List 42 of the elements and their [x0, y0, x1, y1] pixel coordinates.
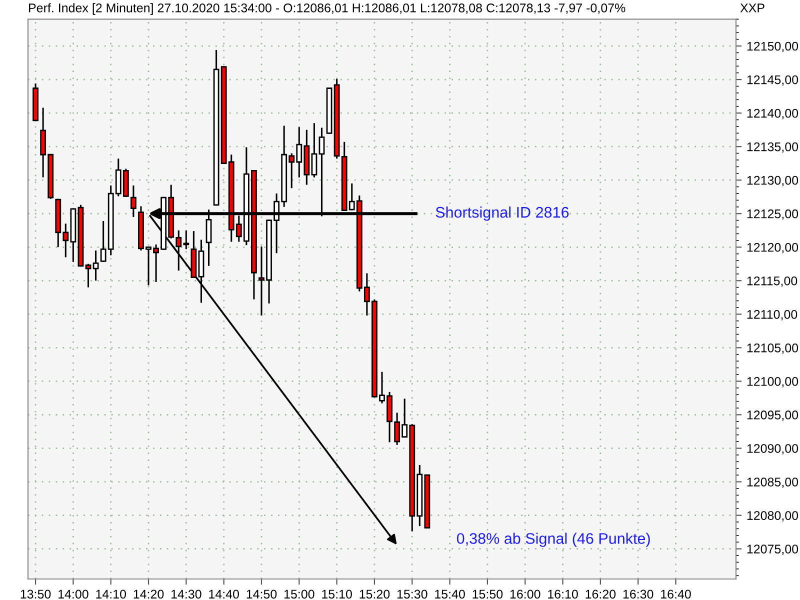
x-tick-label: 15:50 [472, 590, 503, 599]
text: XXP [740, 4, 764, 12]
ref-line-label: Shortsignal ID 2816 [436, 206, 569, 221]
y-tick-label: 12120,00 [747, 242, 798, 254]
x-tick-label: 15:00 [284, 590, 314, 599]
candlestick [85, 263, 92, 288]
y-tick-label: 12075,00 [747, 544, 798, 555]
y-tick-label: 12110,00 [747, 310, 798, 320]
y-tick-label: 12090,00 [747, 444, 798, 454]
x-tick-label: 14:30 [171, 590, 202, 599]
x-tick-label: 16:00 [510, 590, 540, 599]
y-tick-label: 12135,00 [747, 142, 798, 153]
candlestick [130, 184, 136, 218]
y-tick-label: 12130,00 [747, 176, 798, 186]
annotation: 0,38% ab Signal (46 Punkte) [456, 532, 650, 547]
x-tick-label: 16:10 [548, 590, 578, 599]
x-tick-label: 15:20 [360, 590, 390, 599]
y-tick-label: 12115,00 [747, 276, 798, 287]
y-tick-label: 12150,00 [747, 42, 798, 52]
y-tick-label: 12105,00 [747, 344, 798, 354]
x-tick-label: 14:40 [209, 590, 239, 599]
x-tick-label: 14:10 [96, 590, 126, 599]
y-tick-label: 12095,00 [747, 410, 798, 421]
x-tick-label: 16:20 [586, 590, 616, 599]
y-tick-label: 12100,00 [747, 377, 798, 388]
x-tick-label: 14:50 [246, 590, 277, 599]
chart-title: Perf. Index [2 Minuten] 27.10.2020 15:34:00 - O:12086,01 H:12086,01 L:12078,08 C:12078,13 -7,97 -0,07% [29, 3, 626, 15]
x-tick-label: 15:30 [397, 590, 428, 599]
y-tick-label: 12145,00 [747, 75, 798, 86]
y-tick-label: 12085,00 [747, 478, 798, 488]
y-tick-label: 12140,00 [747, 108, 798, 120]
x-tick-label: 14:20 [134, 590, 164, 599]
x-tick-label: 15:40 [435, 590, 465, 599]
candlestick [311, 122, 318, 178]
x-tick-label: 16:30 [623, 590, 654, 599]
y-tick-label: 12125,00 [747, 209, 798, 220]
x-tick-label: 14:00 [58, 590, 88, 599]
y-tick-label: 12080,00 [747, 511, 798, 522]
candlestick [92, 250, 99, 282]
x-tick-label: 13:50 [20, 590, 51, 599]
x-tick-label: 15:10 [322, 590, 352, 599]
x-tick-label: 16:40 [661, 590, 691, 599]
